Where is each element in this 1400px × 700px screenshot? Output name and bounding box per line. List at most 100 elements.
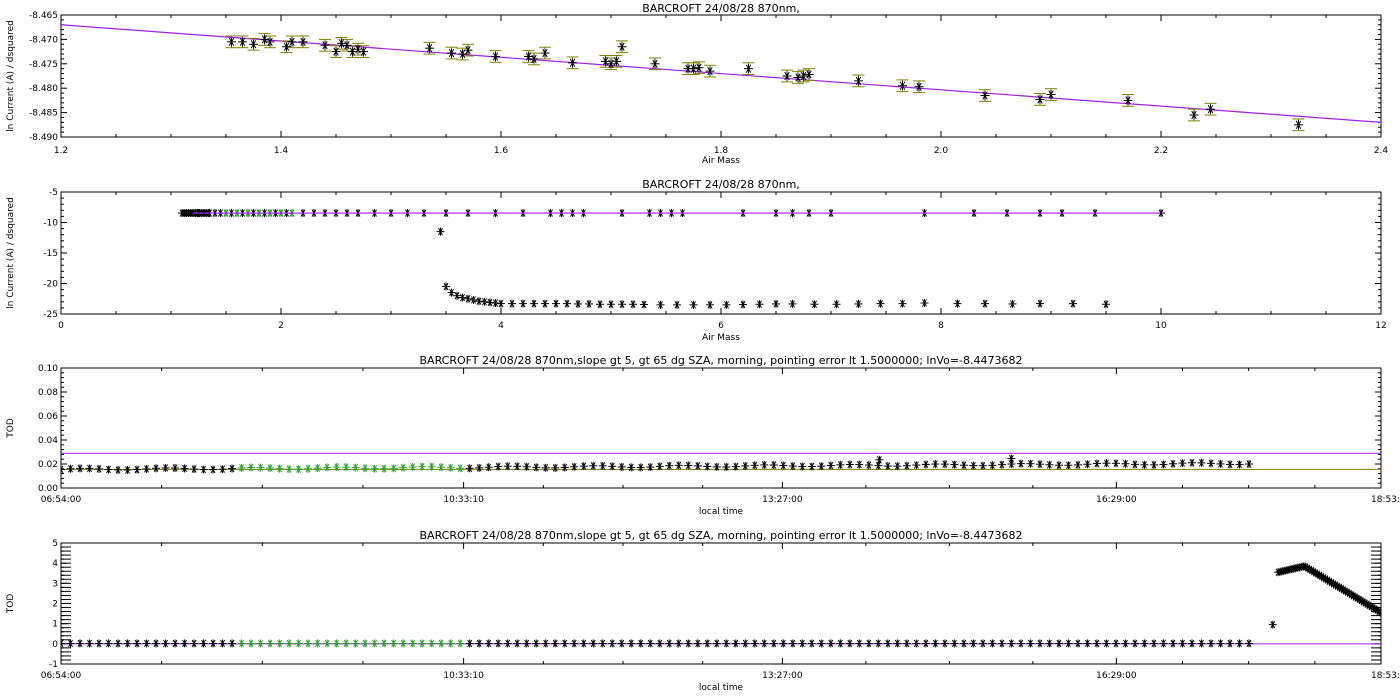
data-point (1149, 639, 1158, 648)
data-point (893, 639, 902, 648)
data-point (275, 639, 284, 648)
data-layer (61, 24, 1381, 132)
data-point (560, 463, 569, 472)
data-point (798, 639, 807, 648)
data-point (876, 299, 885, 308)
data-point (304, 639, 313, 648)
data-point (779, 639, 788, 648)
y-tick-label: -15 (43, 249, 58, 259)
data-point (66, 464, 75, 473)
y-tick-label: -8.475 (29, 60, 58, 70)
data-point (1197, 639, 1206, 648)
y-axis-label: TOD (6, 418, 16, 439)
data-point (285, 465, 294, 474)
data-point (508, 299, 516, 308)
data-point (446, 639, 455, 648)
data-point (1064, 461, 1073, 470)
data-point (1130, 639, 1139, 648)
data-point (755, 300, 764, 309)
data-point (1178, 459, 1187, 468)
point-stroke (61, 468, 64, 474)
data-point (931, 460, 940, 469)
data-point (741, 639, 750, 648)
data-point (199, 465, 208, 474)
data-point (1008, 299, 1017, 308)
data-point (769, 460, 778, 469)
data-point (294, 639, 303, 648)
data-point (342, 463, 351, 472)
chart-title: BARCROFT 24/08/28 870nm, (642, 178, 800, 191)
data-point (114, 465, 123, 474)
data-point (646, 463, 655, 472)
y-axis-label: TOD (6, 594, 16, 615)
data-point (788, 299, 797, 308)
data-point (85, 639, 94, 648)
x-tick-label: 16:29:00 (1096, 495, 1137, 505)
data-point (342, 639, 351, 648)
data-point (836, 639, 845, 648)
data-point (617, 42, 627, 52)
data-point (674, 461, 683, 470)
data-point (551, 463, 560, 472)
data-point (980, 91, 990, 101)
data-point (689, 64, 698, 74)
data-point (437, 463, 446, 472)
data-point (331, 47, 341, 57)
data-point (1064, 639, 1073, 648)
data-point (902, 639, 911, 648)
data-point (627, 463, 636, 472)
data-point (1123, 95, 1133, 105)
data-point (574, 299, 582, 308)
data-point (484, 463, 493, 472)
x-tick-label: 10:33:10 (443, 495, 484, 505)
x-tick-label: 0 (58, 321, 64, 331)
data-point (323, 463, 332, 472)
data-point (769, 639, 778, 648)
x-axis-label: local time (699, 683, 744, 693)
data-point (249, 39, 258, 49)
data-point (656, 300, 665, 309)
data-point (1045, 639, 1054, 648)
data-point (180, 639, 189, 648)
data-point (673, 300, 681, 309)
data-point (650, 59, 660, 69)
data-point (1102, 300, 1110, 309)
point-stroke (61, 465, 64, 471)
data-point (608, 462, 617, 471)
data-point (883, 639, 892, 648)
data-point (612, 56, 621, 66)
data-point (1046, 90, 1056, 100)
data-point (453, 291, 461, 300)
data-point (997, 460, 1006, 469)
data-point (969, 461, 978, 470)
data-point (579, 462, 588, 471)
chart-panel-1: BARCROFT 24/08/28 870nm, Air Mass ln Curre… (6, 2, 1388, 166)
data-point (171, 639, 180, 648)
data-point (1045, 460, 1054, 469)
data-point (689, 300, 698, 309)
data-point (914, 82, 924, 92)
data-point (883, 462, 892, 471)
x-tick-label: 18:53:00 (1371, 671, 1400, 681)
data-point (1159, 639, 1168, 648)
data-point (361, 464, 370, 473)
data-point (285, 639, 294, 648)
data-point (351, 639, 360, 648)
data-point (1069, 299, 1077, 308)
data-point (988, 461, 997, 470)
data-point (152, 464, 161, 473)
data-point (228, 639, 237, 648)
x-tick-label: 1.8 (714, 146, 729, 156)
data-point (722, 463, 731, 472)
data-point (921, 460, 930, 469)
data-point (782, 71, 792, 81)
x-tick-label: 1.6 (494, 146, 509, 156)
y-tick-label: -8.465 (29, 11, 58, 21)
chart-panel-2: BARCROFT 24/08/28 870nm, Air Mass ln Curre… (6, 178, 1387, 343)
data-point (237, 639, 246, 648)
y-tick-label: -8.480 (29, 84, 58, 94)
data-point (1178, 639, 1187, 648)
x-tick-label: 10 (1155, 321, 1167, 331)
data-point (469, 295, 478, 304)
data-point (760, 639, 769, 648)
